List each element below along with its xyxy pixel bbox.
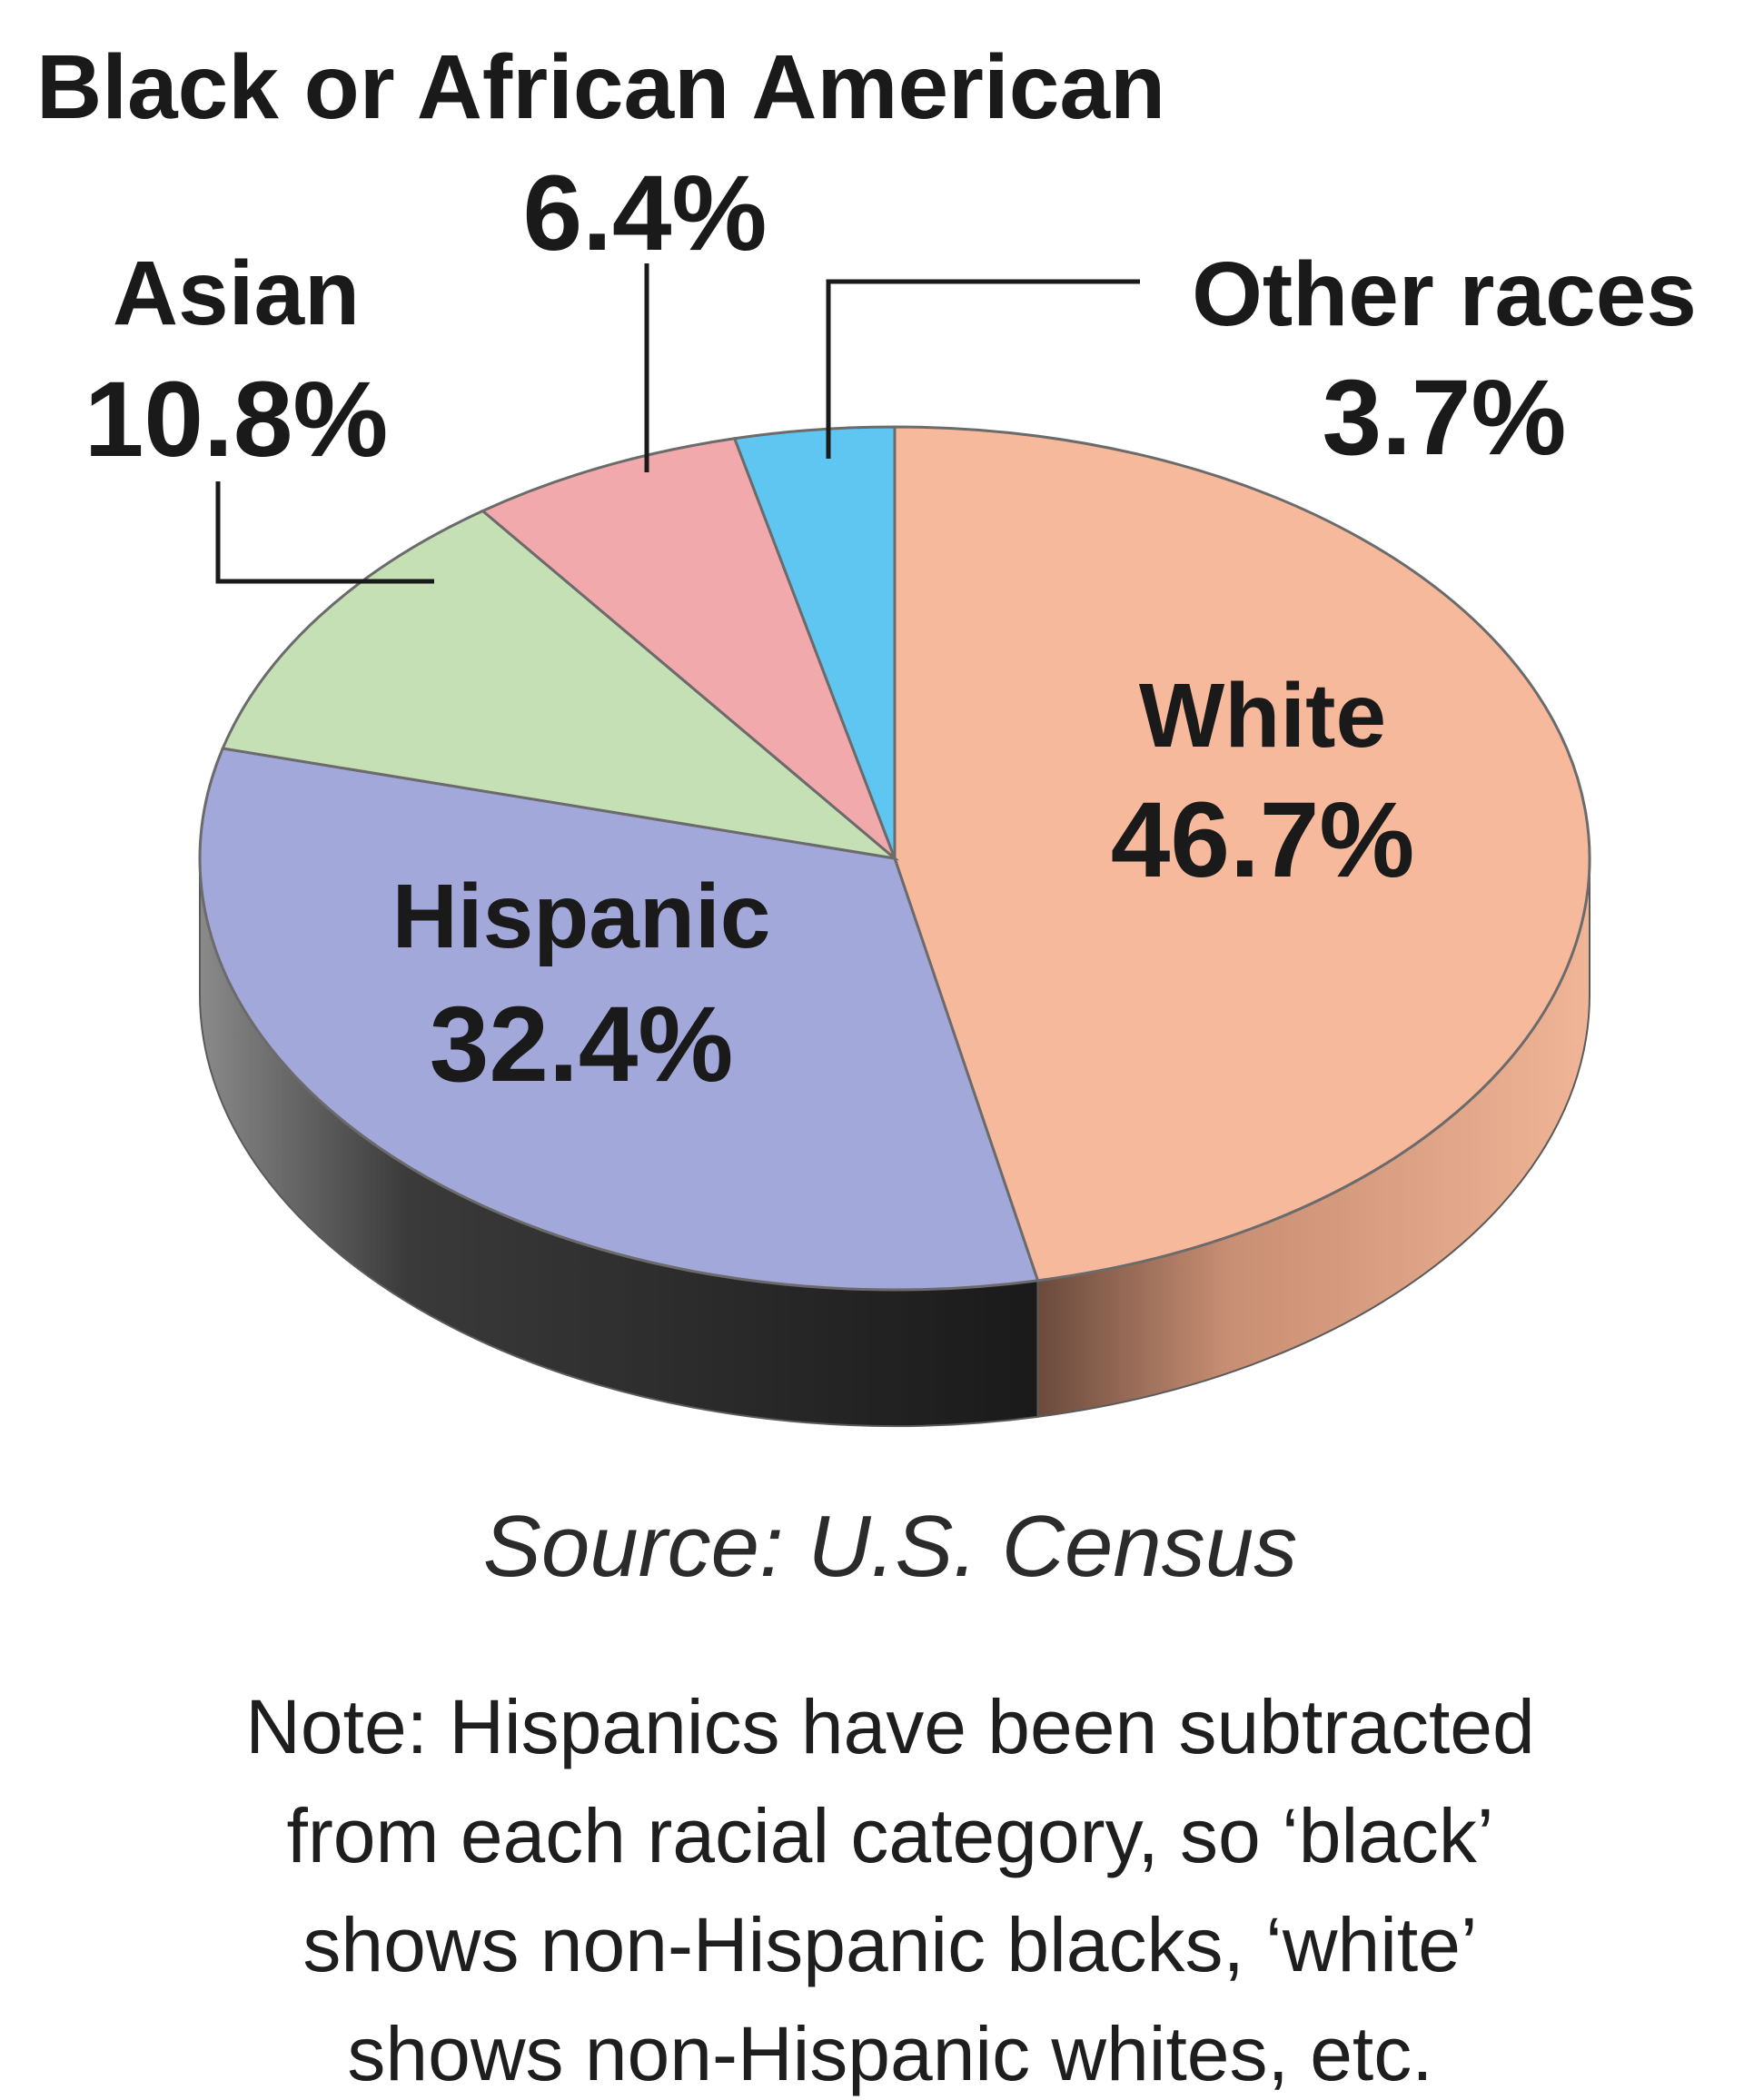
slice-label-hispanic: Hispanic bbox=[392, 866, 771, 967]
slice-label-asian: Asian bbox=[113, 243, 360, 344]
slice-value-asian: 10.8% bbox=[84, 360, 389, 480]
chart-source: Source: U.S. Census bbox=[483, 1498, 1297, 1595]
note-line: from each racial category, so ‘black’ bbox=[287, 1793, 1494, 1878]
slice-other bbox=[732, 425, 897, 859]
slice-value-other: 3.7% bbox=[1323, 358, 1567, 478]
leader-line-asian bbox=[215, 481, 434, 584]
slice-label-white: White bbox=[1139, 665, 1386, 767]
slice-value-white: 46.7% bbox=[1111, 780, 1415, 900]
pie-slices bbox=[198, 425, 1591, 1292]
note-line: shows non-Hispanic whites, etc. bbox=[347, 2011, 1432, 2096]
slice-black bbox=[480, 437, 898, 863]
chart-note: Note: Hispanics have been subtracted fro… bbox=[245, 1684, 1535, 2096]
slice-value-hispanic: 32.4% bbox=[430, 985, 734, 1104]
slice-label-black: Black or African American bbox=[36, 36, 1165, 138]
slice-white bbox=[893, 425, 1591, 1283]
slice-hispanic bbox=[198, 747, 1040, 1292]
note-line: shows non-Hispanic blacks, ‘white’ bbox=[302, 1902, 1477, 1987]
slice-label-other: Other races bbox=[1192, 243, 1697, 345]
slice-value-black: 6.4% bbox=[523, 154, 768, 273]
leader-lines bbox=[215, 263, 1140, 584]
slice-asian bbox=[221, 509, 900, 861]
leader-line-other bbox=[826, 279, 1140, 459]
note-line: Note: Hispanics have been subtracted bbox=[245, 1684, 1535, 1769]
